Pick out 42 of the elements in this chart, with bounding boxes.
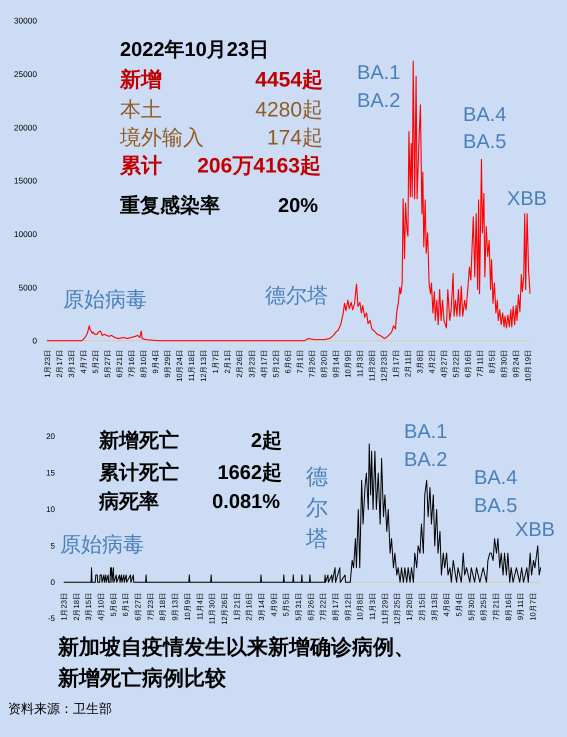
annotation: BA.4 BA.5 xyxy=(474,466,518,519)
annotation: 德尔塔 xyxy=(265,283,328,309)
annotation: 174起 xyxy=(266,125,323,151)
annotation: 病死率 xyxy=(99,490,159,514)
annotation: 2022年10月23日 xyxy=(120,38,269,62)
y-tick-label: 10 xyxy=(46,505,56,514)
y-tick-label: 15 xyxy=(46,468,56,478)
y-tick-label: -5 xyxy=(48,614,56,624)
annotation: BA.1 BA.2 xyxy=(357,61,402,114)
text: 资料来源：卫生部 xyxy=(8,701,112,717)
annotation: 累计死亡 xyxy=(99,461,179,485)
y-tick-label: 0 xyxy=(32,336,38,346)
annotation: 本土 xyxy=(120,97,162,123)
annotation: 2起 xyxy=(250,429,282,453)
annotation: 原始病毒 xyxy=(63,287,147,313)
annotation: 206万4163起 xyxy=(197,153,321,179)
y-tick-label: 0 xyxy=(50,578,56,587)
annotation: 累计 xyxy=(120,153,162,179)
y-tick-label: 20 xyxy=(46,432,56,442)
annotation: 新增 xyxy=(120,67,162,93)
y-tick-label: 5000 xyxy=(18,282,38,292)
annotation: 4280起 xyxy=(255,97,323,123)
annotation: BA.1 BA.2 xyxy=(404,420,448,473)
annotation: 新增死亡 xyxy=(99,429,179,453)
y-tick-label: 10000 xyxy=(14,229,38,240)
y-tick-label: 25000 xyxy=(14,69,38,80)
annotation: 1662起 xyxy=(218,461,282,485)
y-tick-label: 5 xyxy=(50,541,56,550)
y-tick-label: 20000 xyxy=(14,122,38,132)
annotation: 重复感染率 xyxy=(120,194,220,218)
annotation: 境外输入 xyxy=(120,125,204,151)
annotation: XBB xyxy=(515,518,556,542)
annotation: 德尔塔 xyxy=(306,463,329,553)
y-tick-label: 15000 xyxy=(14,176,38,186)
annotation: BA.4 BA.5 xyxy=(463,103,508,155)
annotation: 4454起 xyxy=(255,67,323,93)
annotation: 原始病毒 xyxy=(60,532,144,558)
annotation: 0.081% xyxy=(212,490,280,514)
y-tick-label: 30000 xyxy=(14,16,38,26)
annotation: XBB xyxy=(507,187,548,211)
text: 新加坡自疫情发生以来新增确诊病例、新增死亡病例比较 xyxy=(58,634,416,692)
annotation: 20% xyxy=(278,194,318,218)
